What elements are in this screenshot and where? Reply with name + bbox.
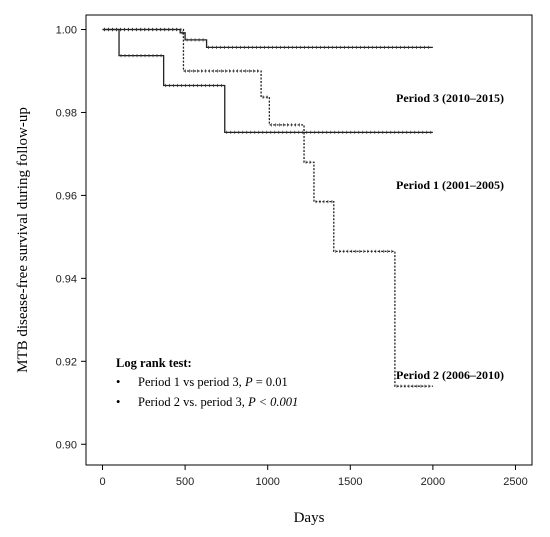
log-rank-stats: Log rank test: • Period 1 vs period 3, P… [116, 356, 298, 409]
x-tick-label: 2000 [421, 476, 445, 488]
stats-line-2-p: P [247, 395, 256, 409]
period1-curve [102, 28, 433, 134]
period2-label: Period 2 (2006–2010) [396, 368, 504, 382]
y-axis: 0.90 0.92 0.94 0.96 0.98 1.00 [56, 25, 86, 451]
y-tick-label: 0.94 [56, 273, 77, 285]
stats-line-1-value: = 0.01 [253, 375, 288, 389]
y-axis-title: MTB disease-free survival during follow-… [15, 107, 31, 373]
y-tick-label: 0.96 [56, 190, 77, 202]
x-tick-label: 1500 [338, 476, 362, 488]
x-tick-label: 1000 [255, 476, 279, 488]
stats-title: Log rank test: [116, 356, 192, 370]
x-tick-label: 500 [176, 476, 194, 488]
stats-bullet-1: • [116, 375, 120, 389]
stats-line-1: Period 1 vs period 3, P = 0.01 [138, 375, 288, 389]
x-tick-label: 2500 [503, 476, 527, 488]
stats-line-2: Period 2 vs. period 3, P < 0.001 [138, 395, 298, 409]
y-tick-label: 0.98 [56, 107, 77, 119]
period2-curve [102, 28, 433, 387]
stats-line-1-prefix: Period 1 vs period 3, [138, 375, 245, 389]
x-tick-label: 0 [99, 476, 105, 488]
stats-bullet-2: • [116, 395, 120, 409]
period3-curve [102, 28, 433, 49]
y-tick-label: 0.90 [56, 439, 77, 451]
period1-label: Period 1 (2001–2005) [396, 178, 504, 192]
x-axis: 0 500 1000 1500 2000 2500 [99, 465, 528, 488]
period3-label: Period 3 (2010–2015) [396, 91, 504, 105]
y-tick-label: 0.92 [56, 356, 77, 368]
stats-line-2-prefix: Period 2 vs. period 3, [138, 395, 248, 409]
x-axis-title: Days [294, 510, 325, 526]
stats-line-2-value: < 0.001 [255, 395, 298, 409]
stats-line-1-p: P [244, 375, 253, 389]
survival-curves [102, 27, 433, 388]
y-tick-label: 1.00 [56, 25, 77, 37]
plot-frame [85, 14, 533, 466]
